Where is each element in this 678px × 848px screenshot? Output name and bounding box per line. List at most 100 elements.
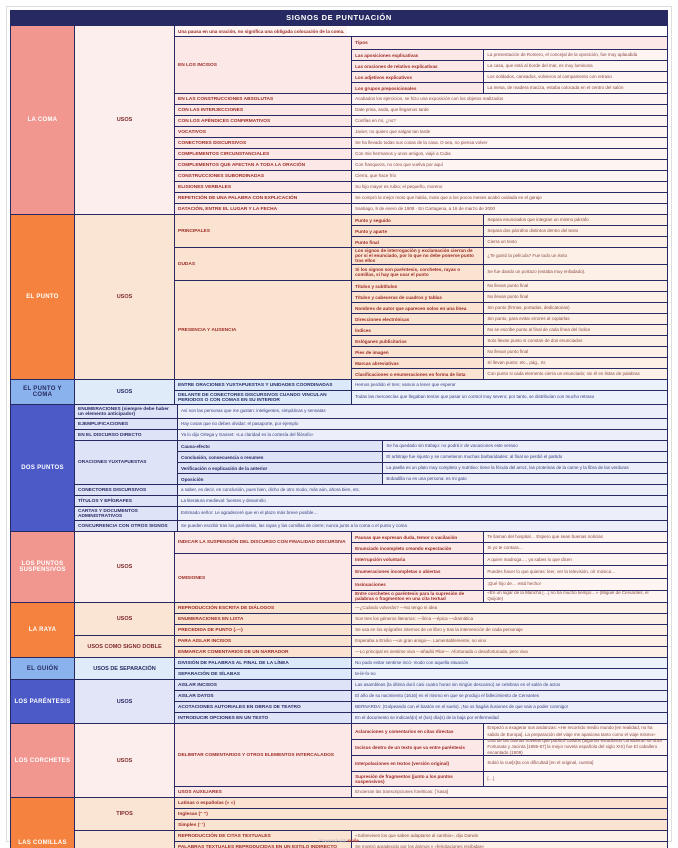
- sub-usage-label: Si los signos son paréntesis, corchetes,…: [352, 264, 485, 280]
- section: LA COMA USOS Una pausa en una oración, no …: [11, 26, 667, 215]
- usage-label: OMISIONES: [175, 554, 353, 603]
- usage-label: CON LOS APÉNDICES CONFIRMATIVOS: [175, 116, 353, 126]
- example-cell: Acabados los ejercicios, se hizo una exp…: [352, 94, 667, 104]
- usage-row: INDICAR LA SUSPENSIÓN DEL DISCURSO CON F…: [175, 532, 667, 554]
- sub-usage-label: Oposición: [178, 474, 384, 484]
- sub-usage-row: Incisos dentro de un texto que va entre …: [352, 738, 667, 756]
- section-groups: USOS PRINCIPALES Punto y seguido Separa enu…: [75, 215, 667, 379]
- example-cell: BERNARDA: (Golpeando con el bastón en el…: [352, 702, 667, 713]
- sub-usage-label: Punto y seguido: [352, 215, 485, 225]
- usage-label: REPRODUCCIÓN DE CITAS TEXTUALES: [175, 831, 353, 842]
- section: LOS PARÉNTESIS USOS AISLAR INCISOS Las asam…: [11, 680, 667, 725]
- example-cell: En el documento se indicará(n) el (los) …: [352, 713, 667, 724]
- usage-row: EN LOS INCISOS Tipos Las aposiciones expli…: [175, 37, 667, 94]
- usage-label: COMPLEMENTOS QUE AFECTAN A TODA LA ORACI…: [175, 160, 353, 170]
- example-cell: La casa, que está al borde del mar, es m…: [484, 61, 667, 71]
- sub-usage-row: Direcciones electrónicas Sin punto, para …: [352, 314, 667, 325]
- example-cell: Te llaman del hospital… Espero que sean …: [484, 532, 667, 542]
- usage-row: CONCURRENCIA CON OTROS SIGNOS Se pueden e…: [75, 521, 667, 531]
- example-cell: Se mostró agradecido por los ánimos y «f…: [352, 842, 667, 848]
- sub-usage-row: Marcas abreviativas Sí llevan punto: etc.…: [352, 358, 667, 369]
- usage-label: INTRODUCIR OPCIONES EN UN TEXTO: [175, 713, 353, 724]
- usage-label: CARTAS Y DOCUMENTOS ADMINISTRATIVOS: [75, 507, 178, 520]
- usage-rows: Una pausa en una oración, no significa u…: [175, 26, 667, 214]
- usage-row: PRINCIPALES Punto y seguido Separa enuncia…: [175, 215, 667, 248]
- sub-usage-label: Títulos y cabeceras de cuadros y tablas: [352, 292, 485, 302]
- example-cell: Con mis hermanos y unos amigos, viajé a …: [352, 149, 667, 159]
- usage-row: ORACIONES YUXTAPUESTAS Causa-efecto Se ha …: [75, 441, 667, 485]
- example-cell: Todas las mercancías que llegaban tenían…: [352, 391, 667, 404]
- example-cell: te-lé-fo-no: [352, 669, 667, 680]
- sub-usage-row: Insinuaciones ¡Qué hijo de… está hecho!: [352, 578, 667, 591]
- sub-usage-row: Enumeraciones incompletas o abiertas Pued…: [352, 566, 667, 579]
- usage-row: ELISIONES VERBALES Su hijo mayor es rubio…: [175, 182, 667, 193]
- usage-rows: ENUMERACIONES (siempre debe haber un ele…: [75, 405, 667, 531]
- sub-usage-row: Punto y seguido Separa enunciados que int…: [352, 215, 667, 226]
- usage-row: COMPLEMENTOS CIRCUNSTANCIALES Con mis her…: [175, 149, 667, 160]
- sub-usage-label: Nombres de autor que aparecen solos en u…: [352, 303, 485, 313]
- note-text: Una pausa en una oración, no significa u…: [175, 26, 348, 36]
- usage-group-label: USOS: [75, 680, 175, 724]
- usage-label: PRECEDIDA DE PUNTO (.—): [175, 625, 353, 636]
- usage-label: Simples (‘ ’): [175, 820, 667, 831]
- usage-row: DUDAS Los signos de interrogación y excla…: [175, 248, 667, 281]
- example-cell: Solo llevan punto si constan de dos enun…: [484, 336, 667, 346]
- section-name: LOS PARÉNTESIS: [11, 680, 75, 724]
- sub-usage-row: Las oraciones de relativo explicativas La…: [352, 61, 667, 72]
- section: DOS PUNTOS ENUMERACIONES (siempre debe ha…: [11, 405, 667, 532]
- footer-credit: Powered with smile: [0, 838, 678, 843]
- usage-row: TÍTULOS Y EPÍGRAFES La literatura medieva…: [75, 496, 667, 507]
- section: EL GUIÓN USOS DE SEPARACIÓN DIVISIÓN DE PA…: [11, 658, 667, 681]
- sub-usage-label: Incisos dentro de un texto que va entre …: [352, 739, 485, 755]
- sub-usage-label: Pies de imagen: [352, 347, 485, 357]
- usage-row: ACOTACIONES AUTORIALES EN OBRAS DE TEATR…: [175, 702, 667, 714]
- sub-usage-row: Enunciado incompleto creando expectación…: [352, 543, 667, 553]
- section-name: LA COMA: [11, 26, 75, 214]
- example-cell: Santiago, 8 de enero de 1908 · En Cartag…: [352, 204, 667, 214]
- sub-usage-stack: Punto y seguido Separa enunciados que int…: [352, 215, 667, 247]
- example-cell: La mesa, de madera maciza, estaba coloca…: [484, 83, 667, 93]
- usage-label: ENUMERACIONES EN LISTA: [175, 614, 353, 625]
- usage-row: CONSTRUCCIONES SUBORDINADAS Cierra, que h…: [175, 171, 667, 182]
- sub-usage-row: Pausas que expresan duda, temor o vacila…: [352, 532, 667, 543]
- example-cell: —Lo principal es sentirse viva —añadió P…: [352, 647, 667, 658]
- usage-row: DATACIÓN, ENTRE EL LUGAR Y LA FECHA Santi…: [175, 204, 667, 214]
- usage-row: Simples (‘ ’): [175, 820, 667, 831]
- usage-label: REPETICIÓN DE UNA PALABRA CON EXPLICACIÓ…: [175, 193, 353, 203]
- section-name: LA RAYA: [11, 603, 75, 658]
- usage-row: USOS AUXILIARES Encierran las transcripci…: [175, 787, 667, 798]
- example-cell: Su hijo mayor es rubio; el pequeño, more…: [352, 182, 667, 192]
- usage-group-label: USOS: [75, 380, 175, 404]
- sub-usage-row: Los signos de interrogación y exclamació…: [352, 248, 667, 265]
- example-cell: Encierran las transcripciones fonéticas:…: [352, 787, 667, 798]
- example-cell: Date prisa, anda, que llegamos tarde: [352, 105, 667, 115]
- usage-group: USOS DE SEPARACIÓN DIVISIÓN DE PALABRAS A…: [75, 658, 667, 680]
- sub-usage-header: Tipos: [352, 37, 667, 50]
- usage-label: Inglesas (“ ”): [175, 809, 667, 820]
- sub-usage-row: Punto final Cierra un texto: [352, 237, 667, 247]
- usage-label: DIVISIÓN DE PALABRAS AL FINAL DE LA LÍNE…: [175, 658, 353, 669]
- usage-label: PALABRAS TEXTUALES REPRODUCIDAS EN UN ES…: [175, 842, 353, 848]
- example-cell: Esperaba a Emilio —un gran amigo—. Lamen…: [352, 636, 667, 647]
- usage-label: AISLAR INCISOS: [175, 680, 353, 691]
- example-cell: Así son las personas que me gustan: inte…: [178, 405, 667, 418]
- usage-label: CONECTORES DISCURSIVOS: [75, 485, 178, 495]
- section: LOS PUNTOS SUSPENSIVOS USOS INDICAR LA SUS…: [11, 532, 667, 604]
- usage-group: ENUMERACIONES (siempre debe haber un ele…: [75, 405, 667, 531]
- example-cell: Empezó a exagerar sus andanzas: «He reco…: [484, 724, 667, 739]
- sub-usage-label: Los adjetivos explicativos: [352, 72, 485, 82]
- section: LOS CORCHETES USOS DELIMITAR COMENTARIOS Y…: [11, 724, 667, 799]
- sub-usage-label: Interrupción voluntaria: [352, 554, 485, 566]
- example-cell: Se fue dando un portazo (estaba muy enfa…: [484, 264, 667, 280]
- usage-row: VOCATIVOS Javier, no quiero que salgas ta…: [175, 127, 667, 138]
- example-cell: Puedes hacer lo que quieras: leer, ver l…: [484, 566, 667, 578]
- sub-usage-stack: Interrupción voluntaria A quien madruga…,…: [352, 554, 667, 603]
- sub-usage-row: Conclusión, consecuencia o resumen El arb…: [178, 452, 667, 463]
- footer-prefix: Powered with: [319, 838, 347, 843]
- sub-usage-label: Verificación o explicación de la anterio…: [178, 463, 384, 473]
- sub-usage-row: Pies de imagen No llevan punto final: [352, 347, 667, 358]
- sub-usage-row: Los grupos preposicionales La mesa, de ma…: [352, 83, 667, 93]
- usage-row: DIVISIÓN DE PALABRAS AL FINAL DE LA LÍNE…: [175, 658, 667, 670]
- usage-row: REPETICIÓN DE UNA PALABRA CON EXPLICACIÓ…: [175, 193, 667, 204]
- section: LAS COMILLAS TIPOS Latinas o españolas (« …: [11, 798, 667, 848]
